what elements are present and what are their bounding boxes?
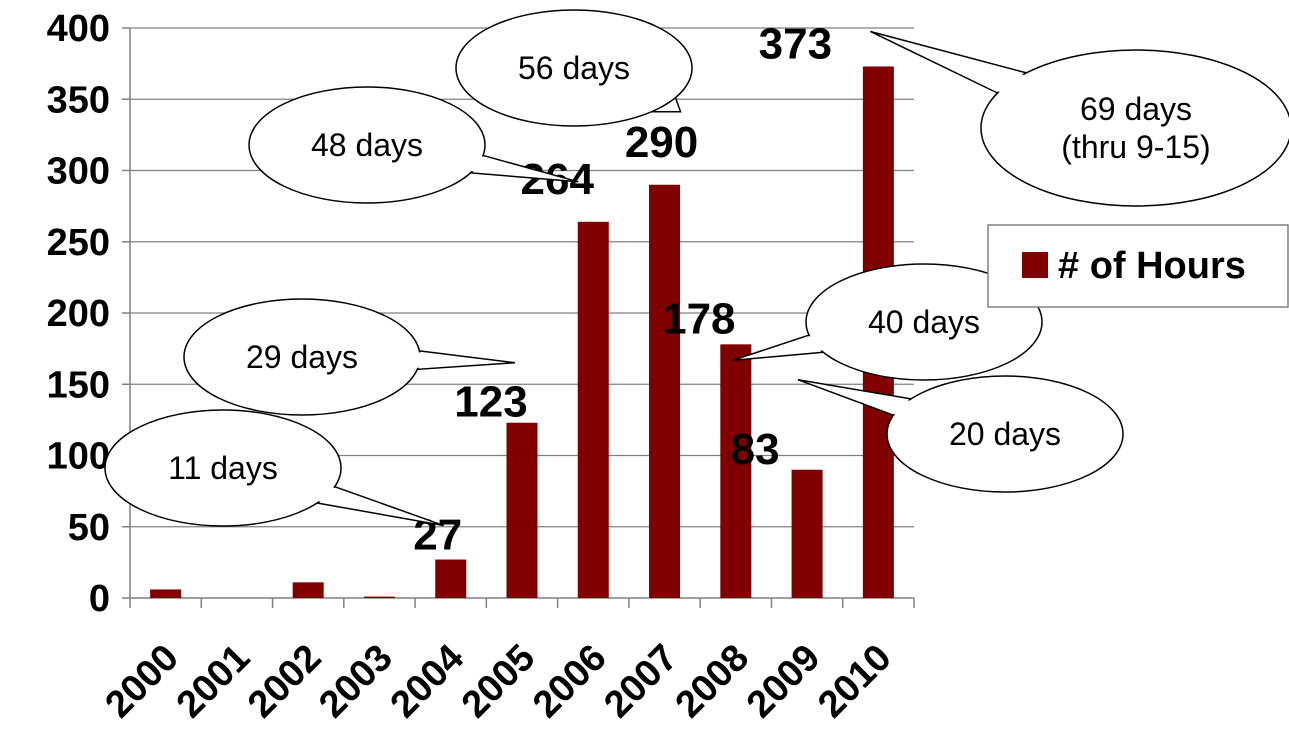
callout-text: 69 days bbox=[1080, 91, 1192, 127]
bar bbox=[435, 559, 467, 598]
x-tick-label: 2004 bbox=[383, 637, 472, 726]
callout-text: 29 days bbox=[246, 339, 358, 375]
x-tick-label: 2000 bbox=[98, 637, 187, 726]
data-label: 373 bbox=[759, 19, 832, 68]
bars bbox=[150, 66, 894, 599]
callout-text: 11 days bbox=[168, 450, 278, 486]
callout: 69 days(thru 9-15) bbox=[870, 30, 1289, 207]
callout: 29 days bbox=[183, 298, 516, 416]
x-tick-label: 2005 bbox=[454, 637, 543, 726]
bar bbox=[363, 596, 395, 598]
y-tick-label: 100 bbox=[47, 436, 110, 478]
callout-seam bbox=[316, 487, 341, 503]
x-tick-label: 2009 bbox=[739, 637, 828, 726]
bar bbox=[720, 344, 752, 598]
callout: 11 days bbox=[104, 409, 444, 527]
bar bbox=[506, 422, 538, 598]
x-tick-label: 2008 bbox=[668, 637, 757, 726]
callout-seam bbox=[415, 352, 426, 368]
y-tick-label: 250 bbox=[47, 222, 110, 264]
x-tick-label: 2001 bbox=[169, 637, 258, 726]
x-tick-label: 2003 bbox=[311, 637, 400, 726]
callout-seam bbox=[805, 335, 824, 352]
data-label: 123 bbox=[454, 378, 527, 427]
bar bbox=[150, 589, 182, 598]
callouts: 11 days 29 days 48 days 56 days 40 days 20 da… bbox=[104, 9, 1289, 527]
legend-label: # of Hours bbox=[1058, 245, 1246, 287]
data-label: 83 bbox=[731, 425, 780, 474]
y-tick-label: 300 bbox=[47, 151, 110, 193]
y-tick-label: 400 bbox=[47, 8, 110, 50]
legend: # of Hours bbox=[987, 224, 1289, 308]
callout-bubble bbox=[980, 49, 1289, 207]
callout-text: 56 days bbox=[518, 50, 630, 86]
bar bbox=[791, 469, 823, 598]
x-tick-label: 2007 bbox=[596, 637, 685, 726]
y-axis-ticks: 0 50 100 150 200 250 300 350 400 bbox=[47, 8, 110, 620]
callout-bubble bbox=[455, 9, 693, 127]
callout-text: 48 days bbox=[311, 127, 423, 163]
y-tick-label: 50 bbox=[68, 507, 110, 549]
callout-pointer bbox=[416, 350, 516, 371]
callout-bubble bbox=[104, 409, 342, 527]
callout-bubble bbox=[886, 375, 1124, 493]
x-tick-label: 2002 bbox=[240, 637, 329, 726]
y-tick-label: 150 bbox=[47, 364, 110, 406]
callout: 48 days bbox=[248, 86, 579, 204]
callout-seam bbox=[469, 156, 489, 172]
bar bbox=[649, 184, 681, 598]
y-tick-label: 200 bbox=[47, 293, 110, 335]
x-axis-ticks: 2000200120022003200420052006200720082009… bbox=[98, 637, 900, 726]
callout: 56 days bbox=[455, 9, 693, 127]
callout-text: 40 days bbox=[868, 304, 980, 340]
callout: 20 days bbox=[797, 375, 1124, 493]
callout-bubble bbox=[805, 263, 1043, 381]
x-tick-label: 2010 bbox=[810, 637, 899, 726]
legend-swatch bbox=[1022, 252, 1048, 278]
callout-seam bbox=[888, 399, 912, 415]
data-label: 178 bbox=[662, 294, 735, 343]
x-tick-label: 2006 bbox=[525, 637, 614, 726]
callout: 40 days bbox=[732, 263, 1043, 381]
bar bbox=[292, 582, 324, 598]
y-tick-label: 350 bbox=[47, 79, 110, 121]
y-tick-label: 0 bbox=[89, 578, 110, 620]
callout-seam bbox=[651, 97, 674, 110]
callout-text: (thru 9-15) bbox=[1061, 129, 1210, 165]
callout-seam bbox=[990, 71, 1026, 93]
data-label: 290 bbox=[625, 118, 698, 167]
legend-box bbox=[987, 224, 1289, 308]
bar bbox=[577, 221, 609, 599]
callout-bubble bbox=[248, 86, 486, 204]
callout-text: 20 days bbox=[949, 416, 1061, 452]
